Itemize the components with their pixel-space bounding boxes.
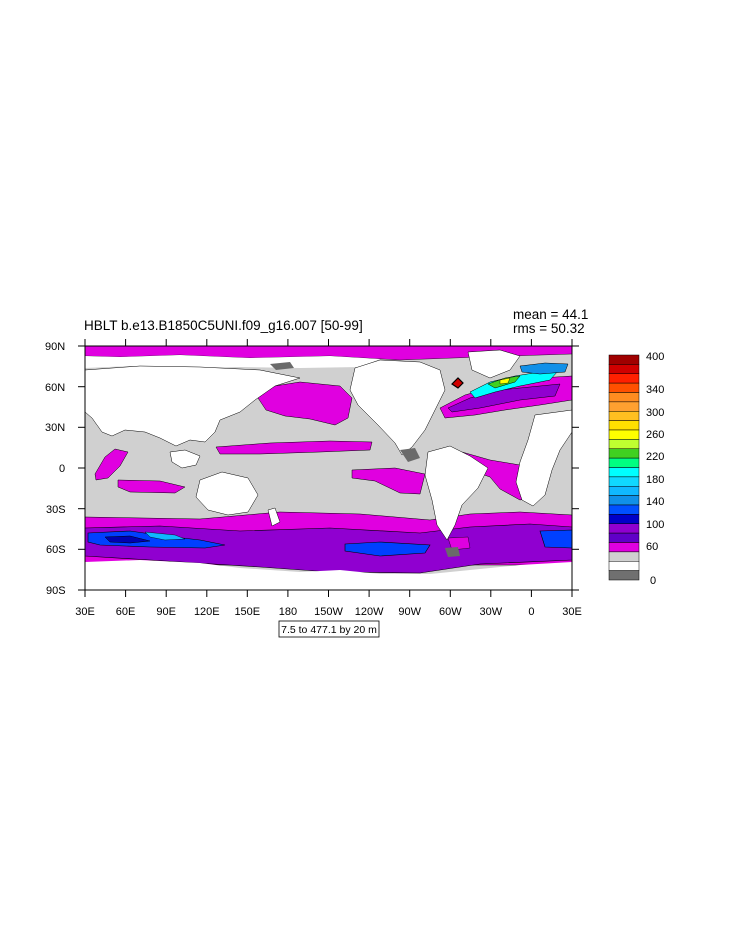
land-north-america bbox=[349, 359, 446, 456]
indian-ocean-blob bbox=[94, 448, 129, 481]
north-atlantic-yellow bbox=[499, 377, 511, 385]
colorbar bbox=[608, 354, 640, 581]
shallow-arctic-east bbox=[270, 362, 294, 370]
colorbar-label: 400 bbox=[646, 351, 664, 363]
land-south-america bbox=[424, 445, 489, 541]
colorbar-swatch bbox=[608, 457, 640, 468]
mean-label: mean = 44.1 bbox=[513, 307, 588, 322]
tropical-pacific-band bbox=[215, 440, 373, 455]
colorbar-swatch bbox=[608, 392, 640, 403]
colorbar-label: 260 bbox=[646, 429, 664, 441]
lat-tick-label: 30S bbox=[46, 504, 66, 516]
colorbar-swatch bbox=[608, 551, 640, 562]
colorbar-label: 60 bbox=[646, 541, 658, 553]
lon-tick-label: 150E bbox=[234, 606, 260, 618]
southern-ocean-lightblue-west bbox=[144, 531, 186, 541]
lon-tick-label: 0 bbox=[528, 606, 534, 618]
colorbar-label: 0 bbox=[650, 575, 656, 587]
colorbar-swatch bbox=[608, 476, 640, 487]
colorbar-swatch bbox=[608, 448, 640, 459]
lat-tick-label: 30N bbox=[45, 422, 65, 434]
land-maritime-se-asia bbox=[169, 449, 201, 469]
colorbar-swatch bbox=[608, 504, 640, 515]
lon-tick-label: 60W bbox=[439, 606, 462, 618]
plot-title: HBLT b.e13.B1850C5UNI.f09_g16.007 [50-99… bbox=[84, 318, 363, 333]
southern-ocean-navy-west bbox=[104, 535, 151, 544]
contour-info-label: 7.5 to 477.1 by 20 m bbox=[281, 624, 377, 636]
lat-tick-label: 60N bbox=[45, 382, 65, 394]
lat-tick-label: 90S bbox=[46, 585, 66, 597]
land-eurasia bbox=[85, 365, 301, 447]
colorbar-label: 340 bbox=[646, 384, 664, 396]
colorbar-labels: 400 340 300 260 220 180 140 100 60 0 bbox=[646, 351, 664, 587]
lon-tick-label: 30W bbox=[479, 606, 502, 618]
southern-ocean-blue-east bbox=[539, 529, 572, 549]
lon-tick-label: 60E bbox=[116, 606, 136, 618]
colorbar-label: 300 bbox=[646, 407, 664, 419]
indian-ocean-band bbox=[117, 479, 186, 494]
colorbar-label: 180 bbox=[646, 474, 664, 486]
colorbar-swatch bbox=[608, 570, 640, 581]
labrador-red bbox=[451, 377, 464, 389]
lon-tick-label: 120E bbox=[194, 606, 220, 618]
colorbar-label: 140 bbox=[646, 496, 664, 508]
lat-tick-label: 60S bbox=[46, 544, 66, 556]
lon-tick-label: 150W bbox=[314, 606, 343, 618]
antarctica bbox=[85, 560, 572, 590]
lat-tick-label: 0 bbox=[59, 463, 65, 475]
colorbar-swatch bbox=[608, 420, 640, 431]
drake-magenta bbox=[447, 536, 471, 551]
land-greenland bbox=[467, 349, 521, 379]
southern-ocean-purple bbox=[85, 523, 572, 574]
colorbar-label: 100 bbox=[646, 519, 664, 531]
land-africa bbox=[515, 409, 572, 507]
colorbar-swatch bbox=[608, 429, 640, 440]
colorbar-swatch bbox=[608, 561, 640, 571]
colorbar-swatch bbox=[608, 495, 640, 506]
lon-tick-label: 90W bbox=[398, 606, 421, 618]
north-atlantic-blue bbox=[519, 362, 569, 375]
east-pacific-blob bbox=[351, 467, 426, 495]
colorbar-swatch bbox=[608, 467, 640, 478]
land-new-zealand bbox=[267, 507, 281, 527]
colorbar-swatch bbox=[608, 486, 640, 496]
colorbar-swatch bbox=[608, 411, 640, 421]
shallow-patagonia bbox=[445, 547, 460, 557]
colorbar-swatch bbox=[608, 514, 640, 524]
colorbar-swatch bbox=[608, 373, 640, 384]
lon-tick-label: 30E bbox=[75, 606, 95, 618]
colorbar-swatch bbox=[608, 364, 640, 374]
colorbar-swatch bbox=[608, 523, 640, 534]
colorbar-label: 220 bbox=[646, 451, 664, 463]
tick-marks bbox=[78, 339, 579, 597]
land-australia bbox=[195, 471, 259, 516]
lon-tick-label: 90E bbox=[156, 606, 176, 618]
rms-label: rms = 50.32 bbox=[513, 321, 585, 336]
map-field bbox=[85, 346, 572, 590]
contour-info-box bbox=[278, 620, 380, 638]
colorbar-swatch bbox=[608, 401, 640, 412]
colorbar-swatch bbox=[608, 354, 640, 365]
colorbar-swatch bbox=[608, 439, 640, 449]
lon-tick-label: 30E bbox=[562, 606, 582, 618]
shallow-gulf-mexico bbox=[400, 448, 420, 462]
lon-tick-label: 120W bbox=[355, 606, 384, 618]
colorbar-swatch bbox=[608, 542, 640, 553]
southern-ocean-blue-pacific bbox=[344, 541, 431, 557]
north-pacific-magenta bbox=[257, 381, 353, 426]
lat-tick-label: 90N bbox=[45, 341, 65, 353]
lat-axis-labels: 90N 60N 30N 0 30S 60S 90S bbox=[45, 341, 66, 597]
colorbar-swatch bbox=[608, 382, 640, 393]
lon-tick-label: 180 bbox=[279, 606, 297, 618]
arctic-land bbox=[85, 355, 380, 368]
lon-axis-labels: 30E 60E 90E 120E 150E 180 150W 120W 90W … bbox=[75, 606, 582, 618]
colorbar-swatch bbox=[608, 532, 640, 543]
